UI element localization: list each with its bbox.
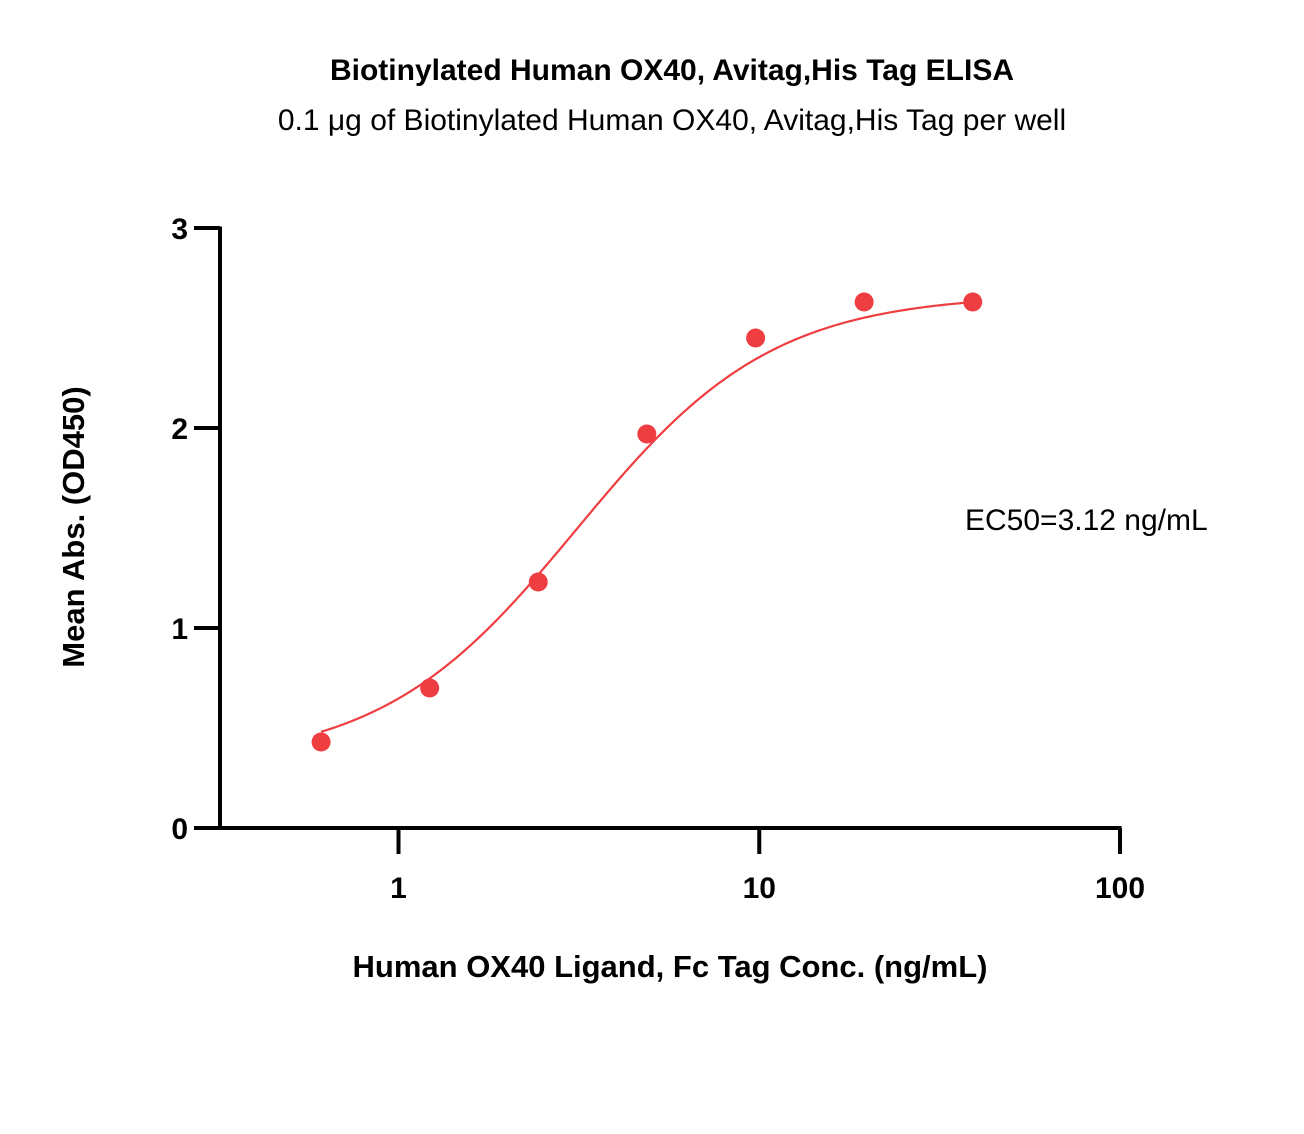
data-point bbox=[746, 328, 766, 348]
y-axis-label: Mean Abs. (OD450) bbox=[56, 386, 91, 667]
x-tick-label: 1 bbox=[390, 872, 407, 905]
x-axis-label: Human OX40 Ligand, Fc Tag Conc. (ng/mL) bbox=[353, 949, 988, 984]
data-point bbox=[637, 424, 657, 444]
y-tick-label: 2 bbox=[171, 413, 188, 446]
data-point bbox=[528, 572, 548, 592]
chart-subtitle: 0.1 μg of Biotinylated Human OX40, Avita… bbox=[278, 104, 1066, 137]
x-tick-label: 100 bbox=[1095, 872, 1145, 905]
data-point bbox=[420, 678, 440, 698]
data-points bbox=[311, 292, 983, 752]
x-axis: 1 10 100 bbox=[220, 826, 1145, 905]
data-point bbox=[963, 292, 983, 312]
data-point bbox=[311, 732, 331, 752]
chart-title: Biotinylated Human OX40, Avitag,His Tag … bbox=[330, 54, 1014, 87]
fit-curve bbox=[320, 301, 973, 733]
y-tick-label: 3 bbox=[171, 213, 188, 246]
ec50-annotation: EC50=3.12 ng/mL bbox=[965, 504, 1208, 537]
y-tick-label: 1 bbox=[171, 613, 188, 646]
y-axis: 0 1 2 3 bbox=[171, 213, 222, 846]
y-tick-label: 0 bbox=[171, 813, 188, 846]
data-point bbox=[854, 292, 874, 312]
x-tick-label: 10 bbox=[743, 872, 776, 905]
